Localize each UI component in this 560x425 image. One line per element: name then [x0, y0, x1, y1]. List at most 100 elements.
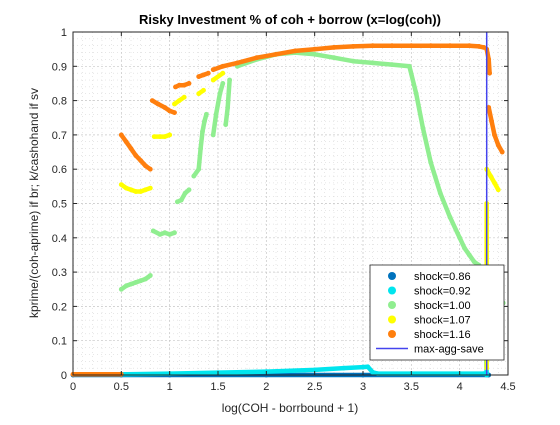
data-point: [220, 70, 226, 76]
legend-item: max-agg-save: [376, 344, 484, 356]
data-point: [162, 230, 168, 236]
data-point: [210, 67, 216, 73]
data-point: [147, 185, 153, 191]
data-point: [370, 60, 376, 66]
data-point: [143, 276, 148, 282]
data-point: [128, 187, 134, 193]
data-point: [123, 139, 129, 145]
data-point: [447, 214, 453, 220]
data-point: [167, 132, 173, 138]
data-point: [196, 166, 202, 172]
data-point: [172, 101, 177, 107]
data-point: [420, 125, 426, 131]
data-point: [413, 91, 419, 97]
data-point: [201, 87, 206, 93]
data-point: [205, 70, 211, 76]
y-tick-label: 0.2: [52, 301, 67, 313]
x-tick-label: 4: [457, 381, 463, 393]
data-point: [133, 189, 139, 194]
data-point: [447, 43, 453, 49]
legend-item: shock=1.16: [388, 329, 471, 341]
data-point: [312, 367, 318, 373]
data-point: [213, 111, 219, 117]
x-tick-label: 1: [167, 381, 173, 393]
data-point: [428, 159, 434, 165]
data-point: [181, 82, 187, 88]
data-point: [118, 132, 124, 138]
data-point: [466, 252, 472, 258]
legend-label: shock=1.16: [414, 329, 471, 341]
data-point: [499, 149, 505, 155]
data-point: [210, 77, 216, 83]
x-tick-label: 3: [360, 381, 366, 393]
data-point: [191, 173, 197, 179]
grid: [72, 31, 509, 376]
data-point: [389, 62, 395, 67]
data-point: [457, 235, 463, 241]
series-trace: [210, 81, 226, 138]
data-point: [220, 81, 226, 86]
series-shock=1.16: [70, 43, 505, 377]
y-tick-label: 0: [61, 370, 67, 382]
data-point: [157, 134, 163, 140]
data-point: [437, 190, 443, 196]
data-point: [341, 365, 347, 371]
y-tick-label: 0.1: [52, 336, 67, 348]
data-point: [370, 369, 376, 375]
x-tick-label: 2.5: [307, 381, 322, 393]
data-point: [227, 77, 233, 83]
data-point: [220, 63, 226, 69]
data-point: [176, 98, 182, 103]
data-point: [350, 44, 356, 49]
data-point: [488, 173, 493, 179]
data-point: [138, 278, 144, 284]
data-point: [370, 43, 376, 49]
x-tick-label: 1.5: [210, 381, 225, 393]
x-tick-label: 4.5: [500, 381, 515, 393]
data-point: [175, 199, 180, 205]
data-point: [489, 118, 494, 124]
data-point: [147, 166, 153, 172]
x-tick-label: 3.5: [404, 381, 419, 393]
data-point: [487, 70, 492, 76]
data-point: [128, 281, 134, 287]
y-axis-label: kprime/(coh-aprime) if br; k/cashohand i…: [27, 88, 41, 318]
y-tick-label: 0.6: [52, 164, 67, 176]
x-tick-label: 0.5: [114, 381, 129, 393]
data-point: [495, 142, 501, 148]
data-point: [204, 111, 209, 117]
data-point: [492, 180, 497, 186]
x-tick-label: 0: [70, 381, 76, 393]
data-point: [486, 57, 492, 62]
data-point: [466, 43, 472, 49]
data-point: [196, 74, 202, 79]
data-point: [178, 197, 184, 203]
data-point: [118, 286, 124, 292]
legend-item: shock=0.86: [388, 271, 471, 283]
data-point: [118, 182, 124, 188]
data-point: [210, 132, 216, 138]
data-point: [162, 105, 168, 110]
data-point: [350, 58, 356, 64]
y-tick-label: 0.9: [52, 61, 67, 73]
data-point: [476, 44, 482, 49]
data-point: [273, 51, 279, 57]
data-point: [128, 146, 134, 152]
data-point: [162, 134, 168, 140]
data-point: [225, 105, 231, 110]
data-point: [173, 84, 178, 90]
data-point: [151, 134, 157, 140]
data-point: [312, 46, 318, 52]
data-point: [172, 230, 177, 236]
data-point: [217, 91, 223, 97]
data-point: [147, 273, 153, 278]
chart-title: Risky Investment % of coh + borrow (x=lo…: [139, 12, 441, 27]
data-point: [143, 187, 148, 193]
x-axis-label: log(COH - borrbound + 1): [222, 401, 358, 415]
legend-box: [369, 264, 505, 361]
legend-dot-swatch: [388, 286, 396, 295]
y-tick-label: 0.8: [52, 96, 67, 108]
data-point: [186, 187, 192, 193]
